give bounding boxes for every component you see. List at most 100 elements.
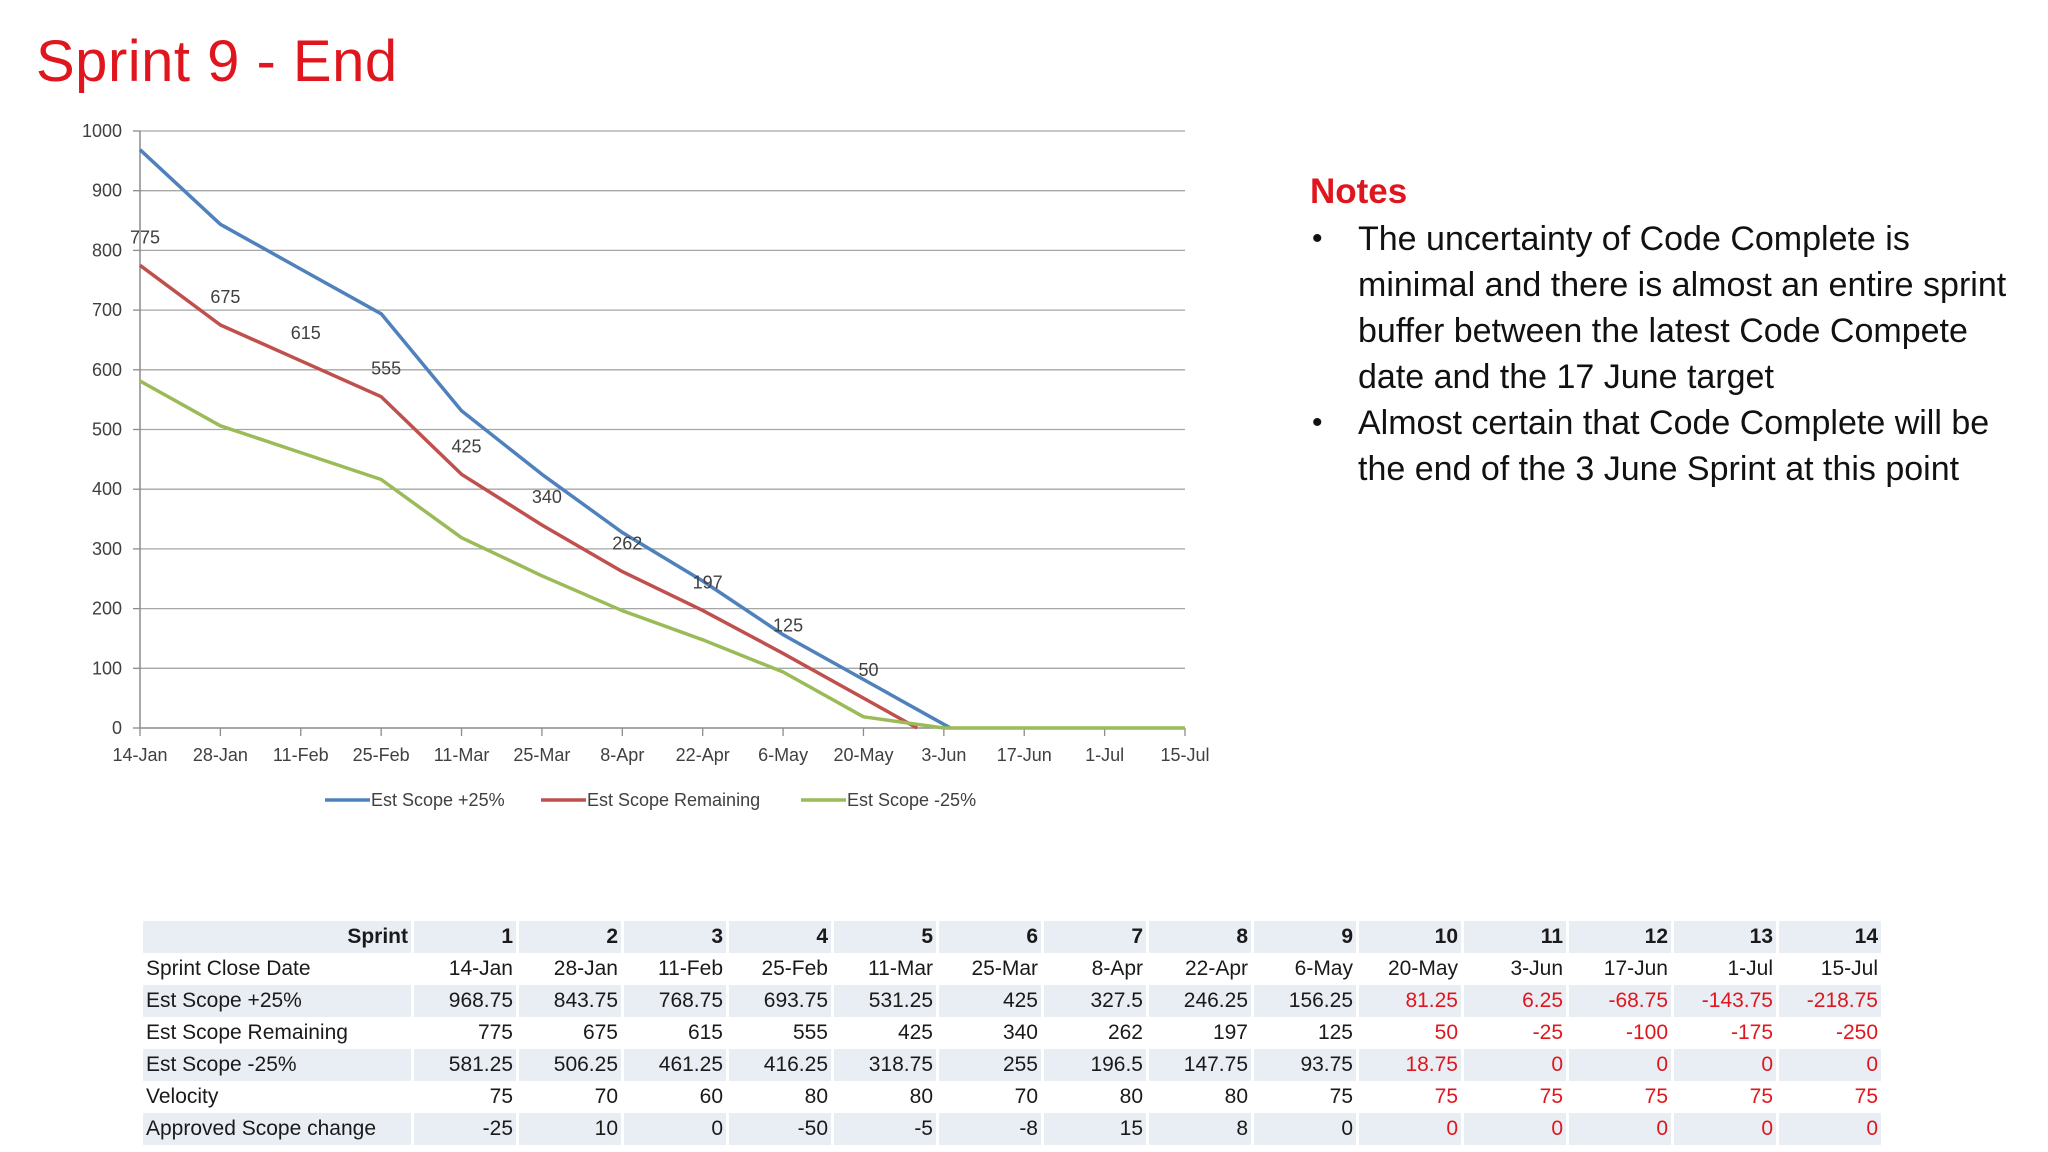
table-cell: 156.25 — [1254, 985, 1356, 1017]
table-cell: 15 — [1044, 1113, 1146, 1145]
table-cell: 10 — [519, 1113, 621, 1145]
table-header-cell: 4 — [729, 921, 831, 953]
series-line — [138, 148, 952, 730]
table-cell: -218.75 — [1779, 985, 1881, 1017]
table-cell: 80 — [804, 1085, 828, 1108]
data-label: 615 — [291, 323, 321, 343]
table-cell: -68.75 — [1569, 985, 1671, 1017]
data-label: 340 — [532, 487, 562, 507]
table-cell: 425 — [897, 1021, 933, 1044]
table-row: Sprint Close Date 14-Jan 28-Jan 11-Feb 25-Fe… — [143, 953, 1881, 985]
table-cell: 70 — [1014, 1085, 1038, 1108]
table-cell: -25 — [414, 1113, 516, 1145]
table-cell: 75 — [489, 1085, 513, 1108]
table-cell: 255 — [939, 1049, 1041, 1081]
table-header-cell: 1 — [414, 921, 516, 953]
table-cell: 20-May — [1387, 957, 1458, 980]
table-cell: -143.75 — [1674, 985, 1776, 1017]
table-cell: 340 — [1002, 1021, 1038, 1044]
table-cell: 147.75 — [1149, 1049, 1251, 1081]
burndown-chart: 0 100 200 300 400 500 600 700 800 900 1000 14-Jan 28… — [82, 121, 1210, 810]
table-cell: 75 — [1644, 1085, 1668, 1108]
x-tick-label: 14-Jan — [112, 745, 167, 765]
table-header-cell: 2 — [519, 921, 621, 953]
table-cell: 81.25 — [1359, 985, 1461, 1017]
y-tick-label: 800 — [92, 240, 122, 260]
chart-gridlines — [140, 130, 1185, 669]
table-cell: 93.75 — [1254, 1049, 1356, 1081]
table-cell: 60 — [699, 1085, 723, 1108]
table-cell: -25 — [1532, 1021, 1563, 1044]
table-cell: 775 — [477, 1021, 513, 1044]
table-header-cell: 12 — [1569, 921, 1671, 953]
table-cell: 555 — [792, 1021, 828, 1044]
data-label: 125 — [773, 615, 803, 635]
table-cell: 968.75 — [414, 985, 516, 1017]
bullet-icon: • — [1312, 222, 1323, 255]
data-label: 775 — [130, 227, 160, 247]
table-row-label: Est Scope -25% — [143, 1049, 411, 1081]
table-cell: 531.25 — [834, 985, 936, 1017]
x-tick-label: 20-May — [833, 745, 893, 765]
x-tick-label: 11-Feb — [273, 745, 329, 765]
table-cell: -50 — [729, 1113, 831, 1145]
chart-series — [138, 148, 1185, 730]
notes-list: • The uncertainty of Code Complete is mi… — [1310, 216, 2030, 492]
table-cell: 843.75 — [519, 985, 621, 1017]
table-cell: 80 — [909, 1085, 933, 1108]
table-cell: 22-Apr — [1184, 957, 1248, 980]
table-cell: 75 — [1329, 1085, 1353, 1108]
table-header-cell: 8 — [1149, 921, 1251, 953]
table-cell: -175 — [1730, 1021, 1773, 1044]
table-row-label: Velocity — [146, 1085, 219, 1108]
series-line — [138, 263, 918, 730]
table-cell: 8 — [1149, 1113, 1251, 1145]
table-header-cell: 10 — [1359, 921, 1461, 953]
table-header-cell: 7 — [1044, 921, 1146, 953]
x-tick-label: 3-Jun — [921, 745, 966, 765]
notes-heading: Notes — [1310, 172, 1408, 211]
chart-axes: 0 100 200 300 400 500 600 700 800 900 1000 14-Jan 28… — [82, 121, 1210, 765]
table-cell: 581.25 — [414, 1049, 516, 1081]
legend-label: Est Scope Remaining — [587, 790, 760, 810]
table-cell: 25-Mar — [971, 957, 1038, 980]
table-header-cell: 11 — [1464, 921, 1566, 953]
table-cell: -250 — [1835, 1021, 1878, 1044]
slide-title: Sprint 9 - End — [36, 29, 398, 94]
table-cell: 327.5 — [1044, 985, 1146, 1017]
notes-bullet-text: The uncertainty of Code Complete is mini… — [1358, 220, 2007, 396]
table-cell: -8 — [939, 1113, 1041, 1145]
legend-label: Est Scope +25% — [371, 790, 505, 810]
table-cell: 70 — [594, 1085, 618, 1108]
table-cell: 0 — [1464, 1049, 1566, 1081]
y-tick-label: 500 — [92, 420, 122, 440]
sprint-data-table: Sprint 1 2 3 4 5 6 7 8 9 10 11 12 13 14 Sprint Close Da… — [140, 921, 1884, 1145]
table-row-label: Sprint Close Date — [146, 957, 311, 980]
table-cell: 14-Jan — [448, 957, 513, 980]
table-header-label: Sprint — [143, 921, 411, 953]
table-cell: 0 — [624, 1113, 726, 1145]
table-cell: 615 — [687, 1021, 723, 1044]
x-tick-label: 17-Jun — [997, 745, 1052, 765]
data-label: 262 — [612, 534, 642, 554]
x-tick-label: 25-Mar — [513, 745, 570, 765]
table-cell: 0 — [1674, 1049, 1776, 1081]
table-cell: 246.25 — [1149, 985, 1251, 1017]
x-tick-label: 15-Jul — [1160, 745, 1209, 765]
x-tick-label: 8-Apr — [600, 745, 644, 765]
table-cell: 11-Feb — [658, 957, 723, 980]
table-cell: 6.25 — [1464, 985, 1566, 1017]
legend-label: Est Scope -25% — [847, 790, 976, 810]
table-cell: 416.25 — [729, 1049, 831, 1081]
table-cell: -100 — [1625, 1021, 1668, 1044]
chart-legend: Est Scope +25% Est Scope Remaining Est Sco… — [325, 790, 976, 810]
table-header-cell: 5 — [834, 921, 936, 953]
y-tick-label: 400 — [92, 479, 122, 499]
table-cell: 768.75 — [624, 985, 726, 1017]
table-row: Est Scope Remaining 775 675 615 555 425 340 262… — [143, 1017, 1881, 1049]
table-cell: 693.75 — [729, 985, 831, 1017]
y-tick-label: 900 — [92, 181, 122, 201]
table-cell: 17-Jun — [1603, 957, 1668, 980]
table-cell: 0 — [1254, 1113, 1356, 1145]
table-cell: 0 — [1464, 1113, 1566, 1145]
